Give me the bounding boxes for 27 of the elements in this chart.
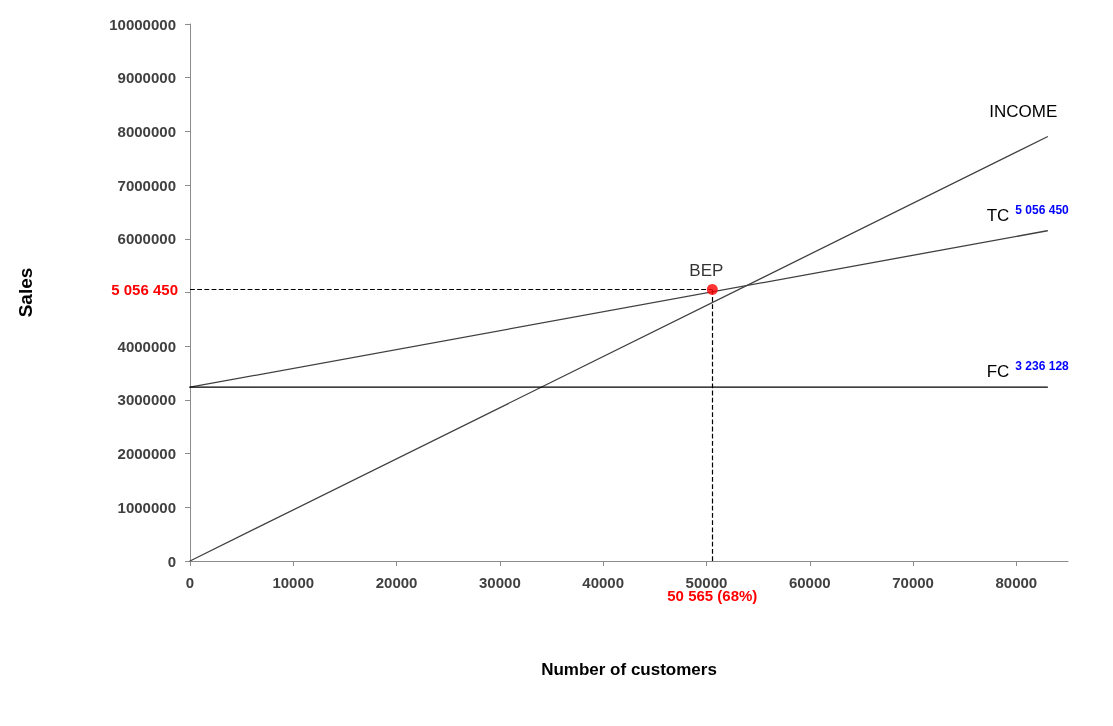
y-tick-label: 9000000	[117, 69, 176, 87]
y-tick-label: 0	[167, 552, 176, 570]
y-tick-label: 7000000	[117, 176, 176, 194]
x-tick-label: 0	[185, 574, 195, 591]
ref-line-label: 5 056 450	[111, 280, 178, 298]
y-axis-title: Sales	[15, 267, 36, 318]
y-tick-label: 2000000	[117, 445, 176, 463]
series-label: INCOME	[989, 101, 1058, 121]
x-tick-label: 20000	[375, 574, 418, 591]
y-tick-label: 8000000	[117, 122, 176, 140]
y-tick-label: 1000000	[117, 498, 176, 516]
x-tick-label: 10000	[272, 574, 315, 591]
y-tick-label: 4000000	[117, 337, 176, 355]
x-tick-label: 60000	[788, 574, 831, 591]
series-label: BEP	[689, 260, 724, 280]
y-tick-label: 3000000	[117, 391, 176, 409]
x-tick-label: 40000	[582, 574, 625, 591]
annotation: 5 056 450	[1015, 202, 1070, 217]
series-label: FC	[986, 362, 1010, 382]
x-axis-title: Number of customers	[541, 660, 717, 679]
y-tick-label: 10000000	[109, 15, 176, 33]
y-tick-label: 6000000	[117, 230, 176, 248]
series-label: TC	[986, 205, 1010, 225]
x-tick-label: 30000	[479, 574, 521, 591]
x-tick-label: 70000	[892, 574, 934, 591]
x-tick-label: 80000	[995, 574, 1038, 591]
annotation: 3 236 128	[1015, 359, 1070, 374]
